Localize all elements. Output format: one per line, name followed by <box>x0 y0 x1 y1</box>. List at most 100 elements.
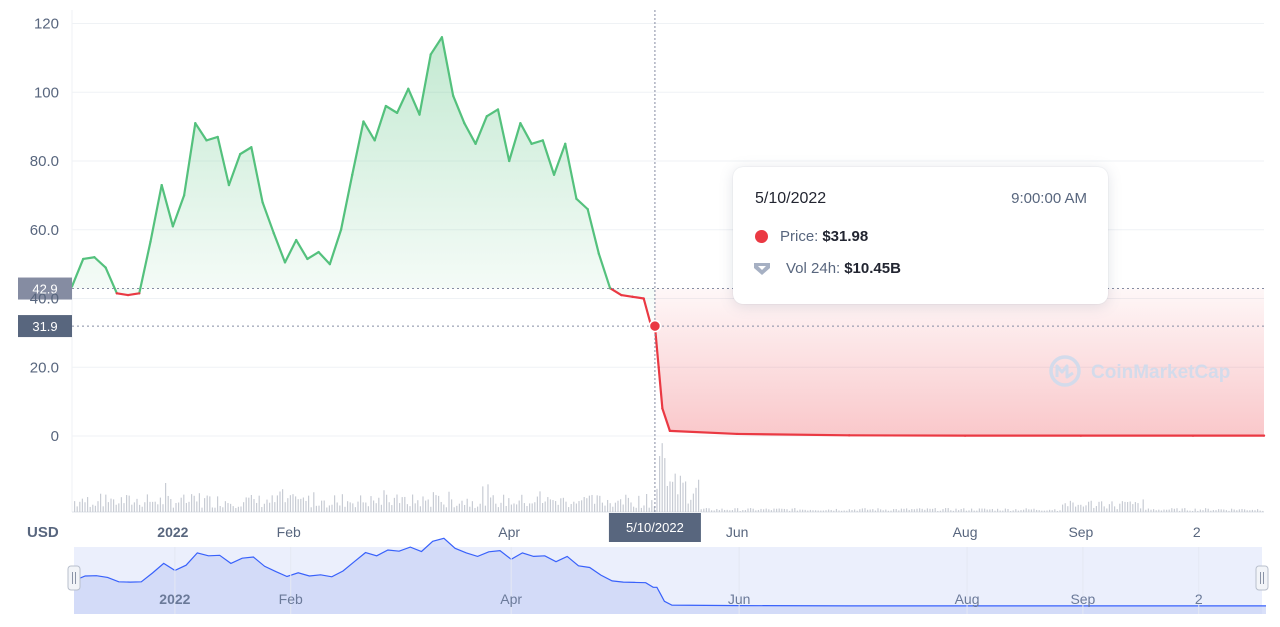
volume-bar <box>474 507 476 512</box>
price-point <box>373 139 376 142</box>
volume-bar <box>994 510 996 512</box>
volume-bar <box>1176 508 1178 512</box>
volume-bar <box>997 508 999 512</box>
price-point <box>485 115 488 118</box>
volume-bar <box>825 510 827 512</box>
volume-bar <box>263 503 265 512</box>
volume-bar <box>1171 508 1173 512</box>
volume-bar <box>536 496 538 512</box>
volume-bar <box>919 508 921 512</box>
volume-bar <box>120 497 122 512</box>
price-point <box>239 153 242 156</box>
price-point <box>736 432 739 436</box>
navigator-tick-label: Aug <box>955 591 980 607</box>
volume-bar <box>802 509 804 512</box>
volume-bar <box>152 501 154 512</box>
price-point <box>530 142 533 145</box>
price-area-down <box>654 288 1264 436</box>
navigator-tick-label: 2 <box>1195 591 1203 607</box>
volume-bar <box>453 507 455 512</box>
price-point <box>552 173 556 176</box>
volume-bar <box>562 497 564 512</box>
price-point <box>1262 434 1266 437</box>
volume-bar <box>435 495 437 512</box>
volume-bar <box>913 509 915 512</box>
y-axis: 0 20.0 40.0 60.0 80.0 100 120 <box>30 16 59 446</box>
volume-bar <box>999 510 1001 512</box>
price-segment <box>216 135 231 187</box>
volume-bar <box>219 505 221 512</box>
volume-bar <box>578 501 580 512</box>
volume-bar <box>1205 508 1207 512</box>
volume-bar <box>84 502 86 512</box>
volume-bar <box>765 508 767 512</box>
price-segment <box>541 139 556 176</box>
volume-bar <box>133 502 135 512</box>
volume-bar <box>557 504 559 512</box>
price-point <box>362 120 365 123</box>
volume-bar <box>534 502 536 512</box>
y-tick-label: 80.0 <box>30 153 59 170</box>
volume-bar <box>596 495 598 512</box>
x-tick-label: Aug <box>953 524 978 540</box>
price-segment <box>395 87 410 114</box>
volume-bar <box>492 495 494 512</box>
volume-bar <box>456 505 458 512</box>
price-segment <box>138 240 152 295</box>
volume-bar <box>560 498 562 512</box>
volume-bar <box>193 495 195 512</box>
x-tick-label: Jun <box>726 524 749 540</box>
price-segment <box>552 142 567 176</box>
price-segment <box>452 94 466 125</box>
volume-bar <box>256 502 258 512</box>
volume-bar <box>300 498 302 512</box>
range-navigator[interactable]: 2022 Feb Apr Jun Aug Sep 2 <box>67 537 1269 614</box>
volume-bar <box>417 500 419 512</box>
volume-bar <box>313 492 315 512</box>
volume-bar <box>1054 509 1056 512</box>
price-point <box>474 142 477 145</box>
volume-bar <box>747 508 749 512</box>
volume-bar <box>945 508 947 512</box>
volume-bar <box>984 508 986 512</box>
price-point <box>418 113 421 116</box>
x-tick-label: 2 <box>1193 524 1201 540</box>
tooltip-date: 5/10/2022 <box>755 190 827 207</box>
volume-bar <box>1233 509 1235 512</box>
price-point <box>227 183 231 187</box>
currency-label[interactable]: USD <box>27 524 59 541</box>
price-segment <box>373 104 387 142</box>
volume-bar <box>1251 509 1253 512</box>
volume-bar <box>172 507 174 512</box>
price-line <box>70 36 1266 437</box>
price-point <box>295 238 298 242</box>
price-segment <box>115 292 130 297</box>
navigator-left-handle[interactable] <box>67 565 81 591</box>
volume-bar <box>700 509 702 512</box>
y-tick-label: 20.0 <box>30 359 59 376</box>
volume-bar <box>614 502 616 512</box>
navigator-right-handle[interactable] <box>1255 565 1269 591</box>
price-point <box>631 295 634 298</box>
volume-bar <box>916 508 918 512</box>
volume-bar <box>872 509 874 512</box>
volume-bar <box>1080 504 1082 512</box>
volume-bar <box>399 503 401 512</box>
volume-bar <box>185 502 187 512</box>
volume-bar <box>427 499 429 512</box>
volume-bar <box>1064 503 1066 512</box>
volume-bar <box>874 510 876 512</box>
volume-bar <box>830 509 832 512</box>
price-segment <box>429 36 444 56</box>
volume-bar <box>1220 509 1222 512</box>
volume-bar <box>1075 506 1077 512</box>
volume-bar <box>126 495 128 512</box>
volume-bar <box>430 506 432 512</box>
volume-bar <box>752 508 754 512</box>
volume-bar <box>568 507 570 512</box>
volume-bar <box>409 506 411 512</box>
volume-bar <box>321 500 323 512</box>
volume-icon <box>754 262 770 275</box>
volume-bar <box>565 501 567 512</box>
